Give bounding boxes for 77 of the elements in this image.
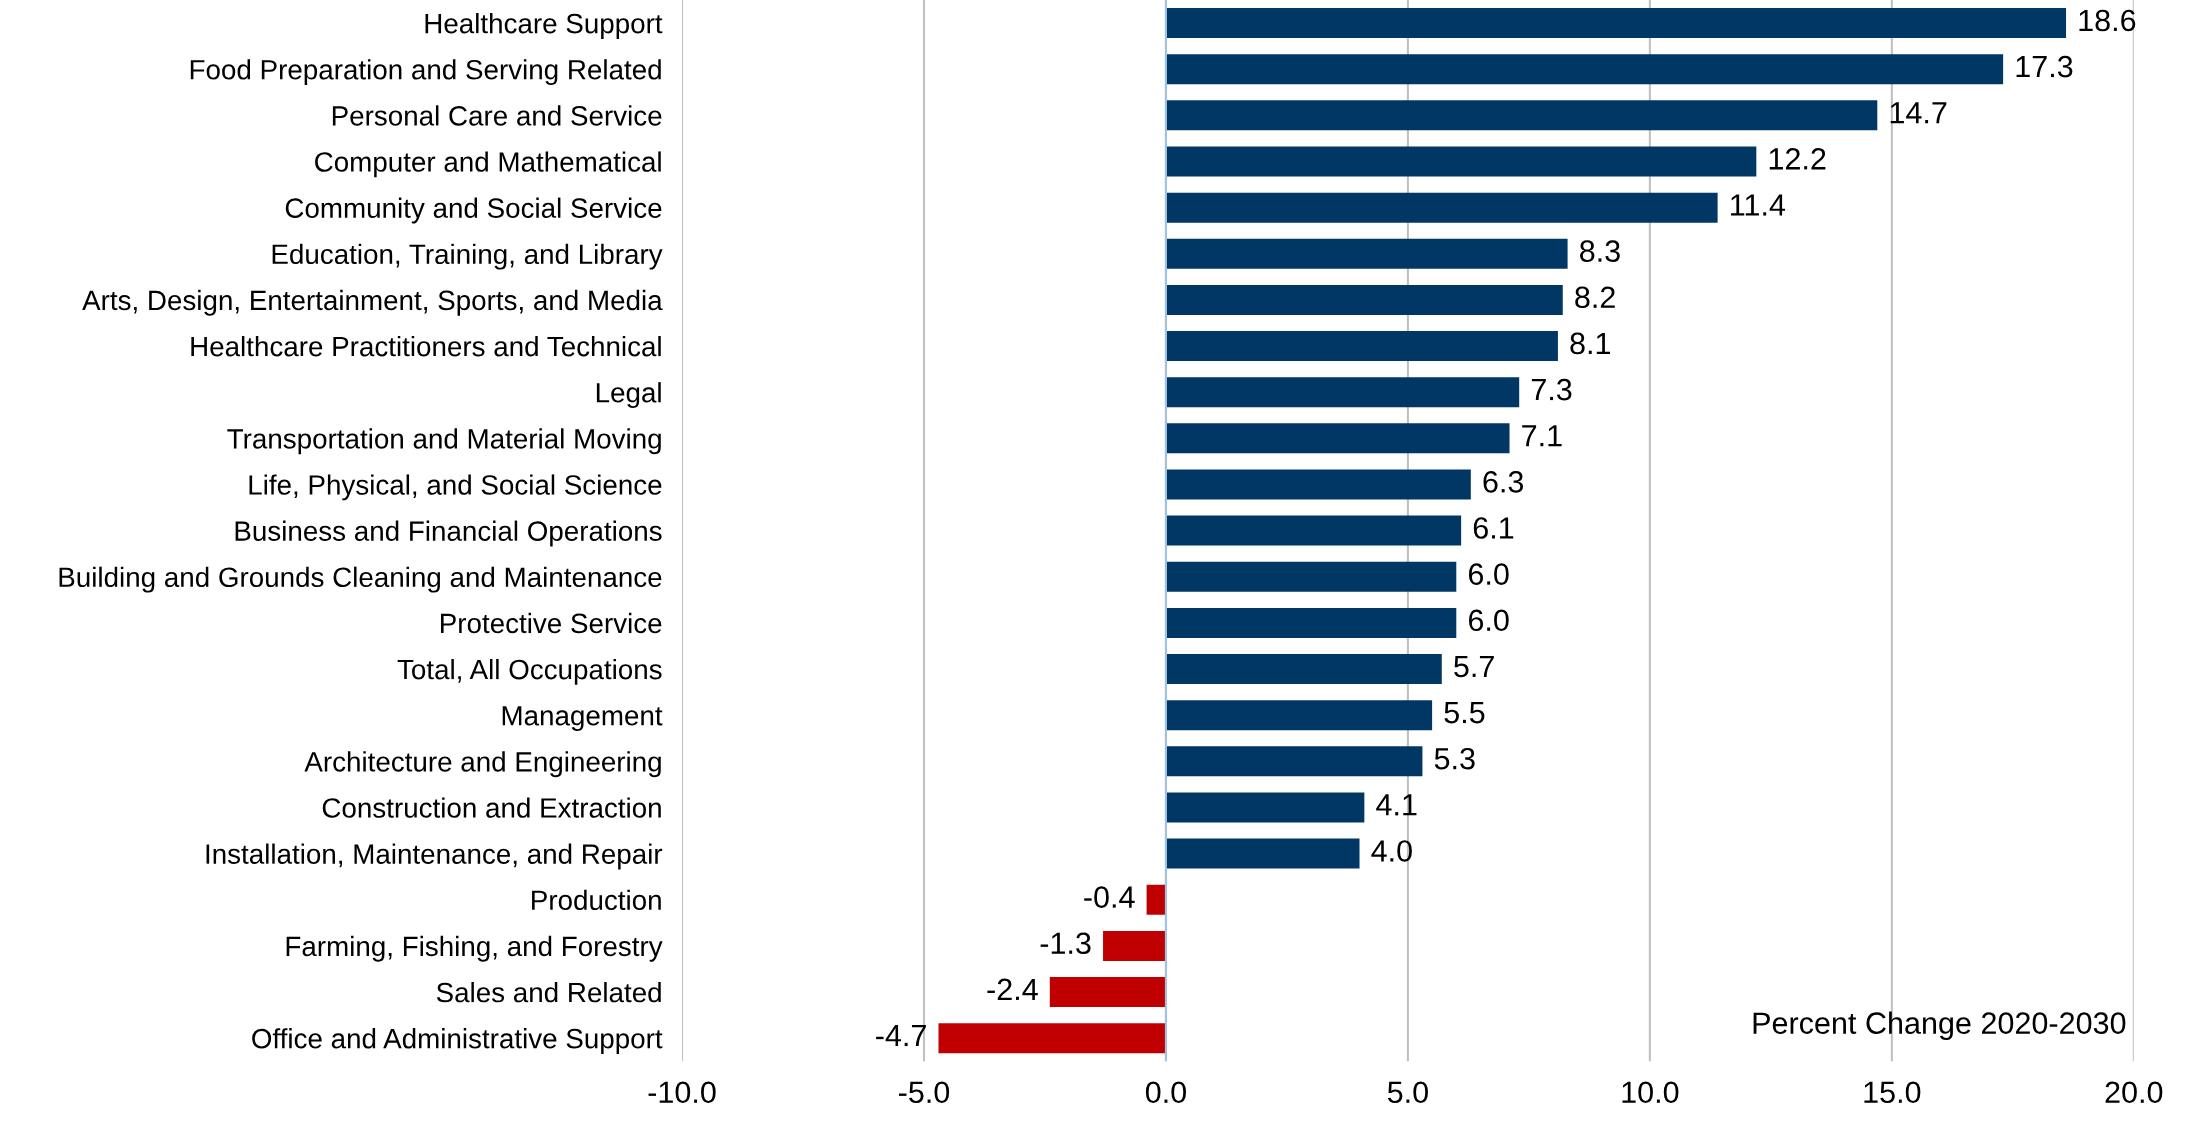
- x-tick-label: -5.0: [899, 1081, 950, 1104]
- y-tick-label: Building and Grounds Cleaning and Maintenance: [59, 566, 662, 593]
- bar: [1165, 100, 1878, 131]
- bar: [1049, 977, 1166, 1008]
- y-tick-label: Office and Administrative Support: [252, 1028, 663, 1054]
- data-label: -1.3: [1040, 932, 1091, 955]
- y-tick-label: Legal: [596, 382, 661, 409]
- y-tick-label: Installation, Maintenance, and Repair: [206, 843, 663, 870]
- data-label: 8.1: [1570, 332, 1611, 355]
- bar: [1165, 838, 1360, 869]
- y-tick-label: Protective Service: [441, 612, 662, 634]
- y-tick-label: Transportation and Material Moving: [227, 428, 661, 455]
- y-tick-label: Construction and Extraction: [322, 797, 661, 818]
- bar: [1165, 423, 1510, 454]
- bar: [1103, 930, 1166, 961]
- bar: [1165, 654, 1442, 685]
- bar: [1165, 54, 2004, 85]
- data-label: 7.1: [1522, 425, 1562, 447]
- bar: [1165, 469, 1471, 500]
- bar: [1165, 607, 1457, 638]
- x-tick-label: 0.0: [1145, 1081, 1186, 1104]
- data-label: 14.7: [1890, 102, 1947, 124]
- y-tick-label: Personal Care and Service: [332, 105, 662, 126]
- data-label: 4.1: [1376, 794, 1417, 816]
- y-tick-label: Farming, Fishing, and Forestry: [286, 935, 663, 962]
- bar: [938, 1023, 1166, 1054]
- data-label: 8.2: [1575, 286, 1615, 309]
- x-tick-label: 20.0: [2105, 1081, 2163, 1104]
- data-label: 8.3: [1580, 240, 1620, 262]
- bar: [1165, 377, 1520, 408]
- y-tick-label: Architecture and Engineering: [304, 751, 661, 778]
- bar: [1165, 146, 1757, 177]
- data-label: 5.5: [1444, 702, 1485, 724]
- y-tick-label: Total, All Occupations: [397, 658, 662, 685]
- y-tick-label: Management: [502, 706, 663, 732]
- y-tick-label: Business and Financial Operations: [235, 520, 662, 547]
- y-tick-label: Sales and Related: [436, 981, 661, 1003]
- data-label: 17.3: [2016, 55, 2073, 78]
- y-tick-label: Food Preparation and Serving Related: [190, 59, 661, 86]
- bar: [1165, 700, 1433, 731]
- data-label: 7.3: [1531, 378, 1572, 401]
- data-label: 18.6: [2079, 9, 2136, 32]
- bar: [1165, 284, 1563, 315]
- y-tick-label: Production: [532, 889, 661, 911]
- bar: [1165, 192, 1718, 223]
- y-tick-label: Community and Social Service: [285, 197, 662, 224]
- bar: [1165, 238, 1568, 269]
- data-label: -0.4: [1084, 886, 1135, 908]
- data-label: 6.1: [1473, 517, 1514, 539]
- data-label: -2.4: [987, 978, 1038, 1000]
- data-label: 6.3: [1483, 471, 1524, 493]
- bar: [1165, 792, 1365, 823]
- y-tick-label: Healthcare Practitioners and Technical: [191, 335, 661, 357]
- x-tick-label: -10.0: [648, 1081, 716, 1104]
- y-tick-label: Arts, Design, Entertainment, Sports, and Media: [82, 289, 663, 316]
- y-tick-label: Healthcare Support: [425, 13, 663, 39]
- bar: [1165, 515, 1462, 546]
- annotation: Percent Change 2020-2030: [1753, 1011, 2126, 1041]
- x-tick-label: 5.0: [1387, 1081, 1428, 1104]
- data-label: 5.7: [1454, 655, 1494, 678]
- x-tick-label: 15.0: [1864, 1081, 1921, 1104]
- data-label: 6.0: [1468, 563, 1509, 585]
- bar: [1165, 8, 2067, 39]
- data-label: 5.3: [1434, 747, 1475, 770]
- data-label: -4.7: [876, 1025, 926, 1047]
- data-label: 4.0: [1371, 840, 1412, 862]
- bar: [1165, 561, 1457, 592]
- y-tick-label: Life, Physical, and Social Science: [249, 474, 662, 501]
- y-tick-label: Education, Training, and Library: [272, 243, 663, 270]
- data-label: 6.0: [1468, 609, 1509, 632]
- x-tick-label: 10.0: [1622, 1081, 1679, 1104]
- bar: [1165, 746, 1423, 777]
- y-tick-label: Computer and Mathematical: [315, 151, 661, 178]
- data-label: 12.2: [1769, 148, 1826, 170]
- bar: [1165, 331, 1558, 362]
- bar: [1146, 884, 1166, 915]
- data-label: 11.4: [1731, 194, 1786, 216]
